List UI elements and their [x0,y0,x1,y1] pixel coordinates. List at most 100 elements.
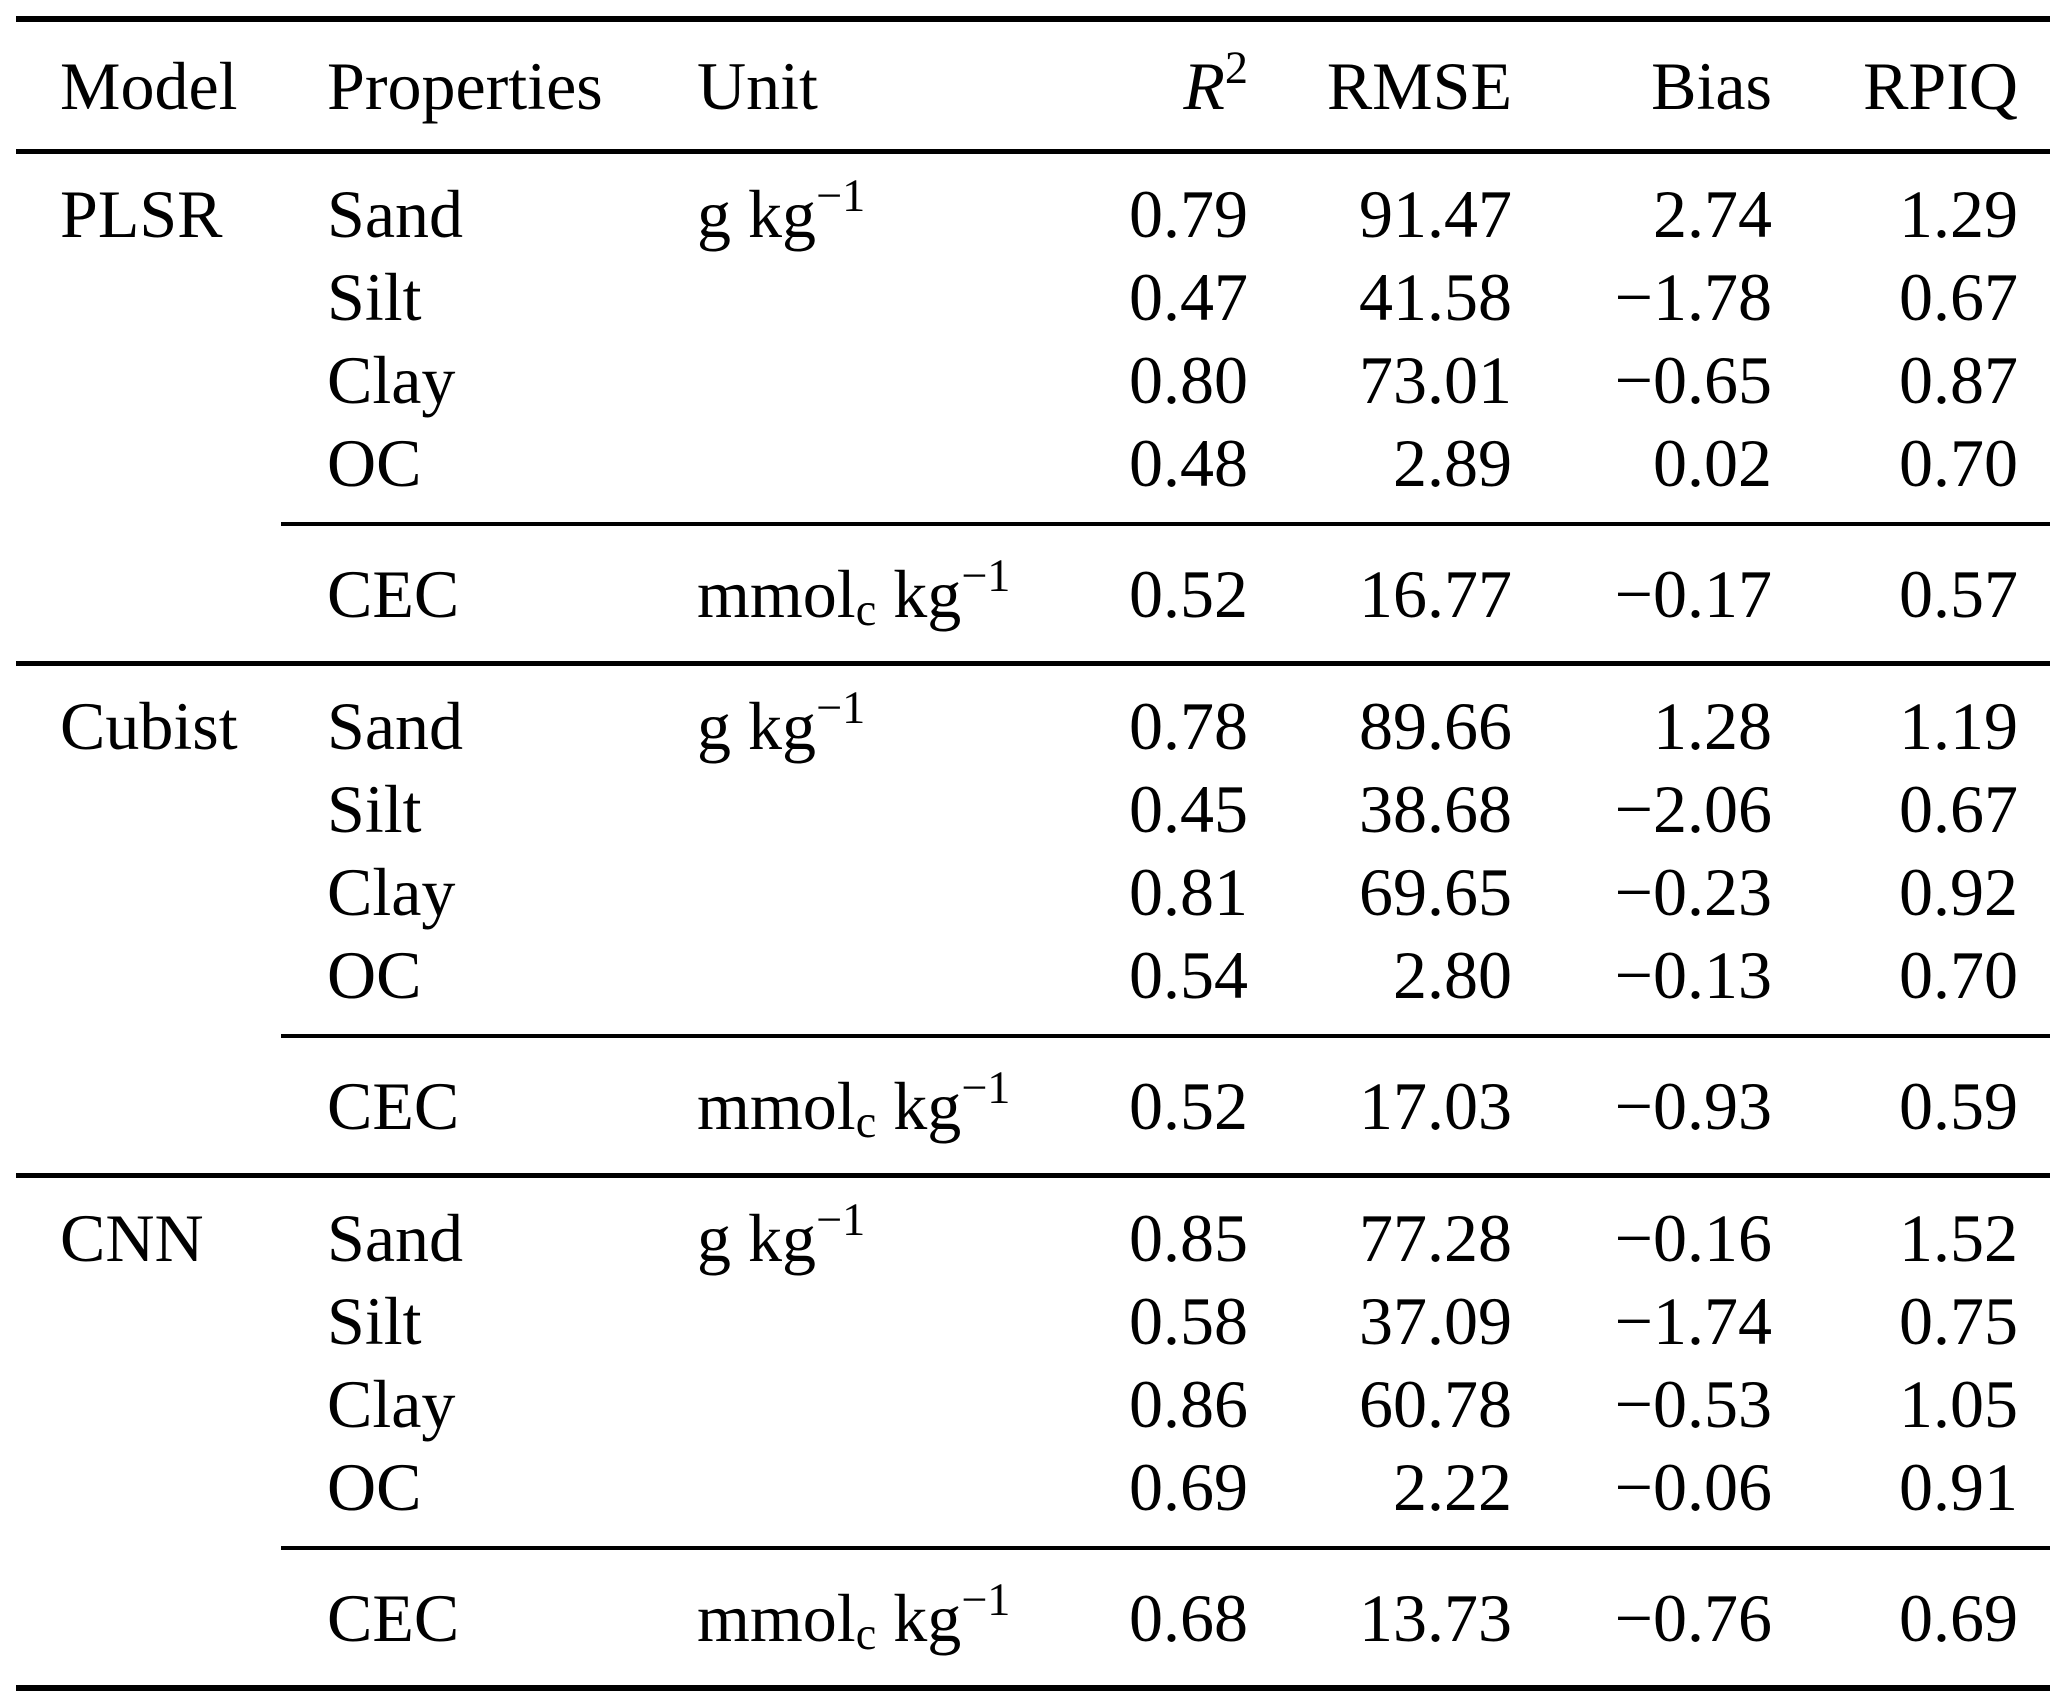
table-row: PLSR Sand g kg−1 0.79 91.47 2.74 1.29 [0,172,2067,255]
section-cubist-rows: Cubist Sand g kg−1 0.78 89.66 1.28 1.19 … [0,666,2067,1016]
unit-exponent: −1 [816,683,866,735]
property-label: OC [327,1448,422,1525]
cec-divider-rule [281,1034,2050,1038]
cell-bias: 2.74 [1653,175,1772,252]
table-row-cec: CEC mmolc kg−1 0.52 16.77 −0.17 0.57 [0,552,2067,635]
cell-rmse: 2.80 [1393,936,1512,1013]
property-label: Sand [327,1199,463,1276]
section-rule [16,1173,2050,1178]
property-label: Clay [327,1365,456,1442]
cell-r2: 0.52 [1129,1067,1248,1144]
model-label: CNN [60,1199,204,1276]
cell-bias: −0.23 [1614,853,1772,930]
cell-rmse: 69.65 [1359,853,1512,930]
property-label: OC [327,936,422,1013]
unit-base: g kg [697,1199,816,1276]
cell-rpiq: 1.52 [1899,1199,2018,1276]
property-label: Sand [327,687,463,764]
cell-r2: 0.47 [1129,258,1248,335]
model-label: PLSR [60,175,223,252]
cell-r2: 0.80 [1129,341,1248,418]
unit-label: mmolc kg−1 [697,553,1097,633]
unit-subscript: c [855,1608,877,1660]
section-cnn: CNN Sand g kg−1 0.85 77.28 −0.16 1.52 Si… [0,1178,2067,1691]
table-row-cec: CEC mmolc kg−1 0.68 13.73 −0.76 0.69 [0,1576,2067,1659]
cell-r2: 0.58 [1129,1282,1248,1359]
property-label: Silt [327,258,422,335]
cell-rmse: 38.68 [1359,770,1512,847]
cell-r2: 0.69 [1129,1448,1248,1525]
unit-mid: kg [876,1579,962,1656]
cell-rmse: 91.47 [1359,175,1512,252]
unit-base: g kg [697,687,816,764]
unit-exponent: −1 [961,551,1011,603]
property-label: Silt [327,1282,422,1359]
col-header-properties: Properties [327,47,603,124]
cell-bias: −0.13 [1614,936,1772,1013]
cell-bias: −0.53 [1614,1365,1772,1442]
cell-rmse: 89.66 [1359,687,1512,764]
table-row: Clay 0.80 73.01 −0.65 0.87 [0,338,2067,421]
cell-r2: 0.52 [1129,555,1248,632]
property-label: CEC [327,555,460,632]
cell-r2: 0.68 [1129,1579,1248,1656]
property-label: CEC [327,1067,460,1144]
cell-r2: 0.79 [1129,175,1248,252]
cell-bias: −0.06 [1614,1448,1772,1525]
section-rule [16,661,2050,666]
table-row: Silt 0.45 38.68 −2.06 0.67 [0,767,2067,850]
cell-r2: 0.48 [1129,424,1248,501]
cell-rpiq: 0.59 [1899,1067,2018,1144]
property-label: Sand [327,175,463,252]
col-header-rmse: RMSE [1326,47,1512,124]
bottom-rule [16,1685,2050,1691]
cell-rmse: 17.03 [1359,1067,1512,1144]
property-label: Clay [327,341,456,418]
section-plsr: PLSR Sand g kg−1 0.79 91.47 2.74 1.29 Si… [0,154,2067,666]
r2-symbol: R [1183,47,1225,124]
cell-rpiq: 0.57 [1899,555,2018,632]
table-row: Clay 0.86 60.78 −0.53 1.05 [0,1362,2067,1445]
col-header-r2: R2 [1097,45,1248,119]
unit-label: g kg−1 [697,173,1097,247]
table-row: CNN Sand g kg−1 0.85 77.28 −0.16 1.52 [0,1196,2067,1279]
cec-divider-rule [281,1546,2050,1550]
cell-bias: 0.02 [1653,424,1772,501]
unit-exponent: −1 [816,171,866,223]
cell-rmse: 2.22 [1393,1448,1512,1525]
unit-base: mmol [697,1067,856,1144]
cell-r2: 0.78 [1129,687,1248,764]
cell-bias: −1.78 [1614,258,1772,335]
cell-rpiq: 0.70 [1899,936,2018,1013]
unit-exponent: −1 [961,1575,1011,1627]
cell-bias: −0.17 [1614,555,1772,632]
section-cubist: Cubist Sand g kg−1 0.78 89.66 1.28 1.19 … [0,666,2067,1178]
cell-bias: −0.16 [1614,1199,1772,1276]
header-rule [16,149,2050,154]
property-label: CEC [327,1579,460,1656]
cell-rpiq: 1.05 [1899,1365,2018,1442]
cell-r2: 0.85 [1129,1199,1248,1276]
cell-rpiq: 0.69 [1899,1579,2018,1656]
col-header-rpiq: RPIQ [1863,47,2018,124]
unit-mid: kg [876,555,962,632]
cell-r2: 0.86 [1129,1365,1248,1442]
r2-exponent: 2 [1224,43,1248,95]
cell-rpiq: 1.19 [1899,687,2018,764]
header-row: Model Properties Unit R2 RMSE Bias RPIQ [0,22,2067,149]
cell-rmse: 73.01 [1359,341,1512,418]
cell-rpiq: 0.87 [1899,341,2018,418]
cell-r2: 0.45 [1129,770,1248,847]
cell-rmse: 16.77 [1359,555,1512,632]
table-row-cec: CEC mmolc kg−1 0.52 17.03 −0.93 0.59 [0,1064,2067,1147]
col-header-unit: Unit [697,47,818,124]
cell-bias: −1.74 [1614,1282,1772,1359]
cell-rmse: 60.78 [1359,1365,1512,1442]
cell-bias: −0.65 [1614,341,1772,418]
property-label: OC [327,424,422,501]
table-row: Cubist Sand g kg−1 0.78 89.66 1.28 1.19 [0,684,2067,767]
unit-exponent: −1 [961,1063,1011,1115]
unit-base: mmol [697,1579,856,1656]
unit-subscript: c [855,1096,877,1148]
unit-label: mmolc kg−1 [697,1065,1097,1145]
